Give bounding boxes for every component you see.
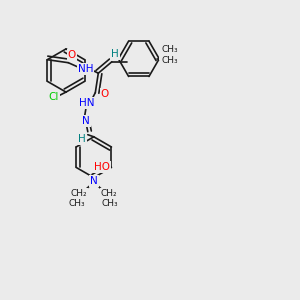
Text: HO: HO [94, 162, 109, 172]
Text: HN: HN [79, 98, 94, 108]
Text: CH₃: CH₃ [162, 56, 178, 65]
Text: H: H [111, 49, 119, 59]
Text: CH₃: CH₃ [102, 199, 119, 208]
Text: H: H [78, 134, 86, 144]
Text: Cl: Cl [48, 92, 59, 103]
Text: CH₂: CH₂ [70, 189, 87, 198]
Text: NH: NH [78, 64, 93, 74]
Text: O: O [101, 89, 109, 99]
Text: CH₂: CH₂ [100, 189, 117, 198]
Text: N: N [160, 49, 168, 59]
Text: CH₃: CH₃ [69, 199, 85, 208]
Text: N: N [82, 116, 90, 126]
Text: CH₃: CH₃ [162, 45, 178, 54]
Text: O: O [68, 50, 76, 60]
Text: N: N [90, 176, 98, 186]
